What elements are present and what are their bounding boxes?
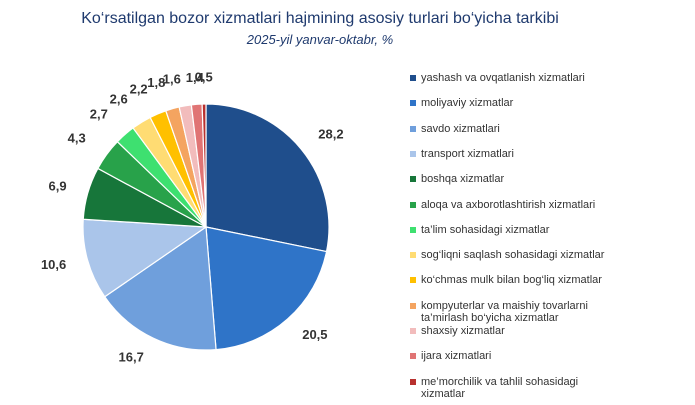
- legend-item: transport xizmatlari: [410, 148, 625, 160]
- legend-item: moliyaviy xizmatlar: [410, 97, 625, 109]
- legend-item: shaxsiy xizmatlar: [410, 325, 625, 337]
- data-label: 4,3: [68, 130, 86, 145]
- legend-swatch: [410, 100, 416, 107]
- data-label: 20,5: [302, 327, 327, 342]
- legend-swatch: [410, 125, 416, 132]
- chart-title: Ko‘rsatilgan bozor xizmatlari hajmining …: [81, 10, 559, 27]
- pie: 28,2 20,5 16,7 10,6 6,9 4,3 2,72,62,2 1,81,6 1,4…: [41, 69, 344, 364]
- legend-label: boshqa xizmatlar: [421, 173, 505, 186]
- pie-slice: [82, 218, 208, 298]
- data-label: 10,6: [41, 257, 66, 272]
- legend-swatch: [410, 302, 416, 309]
- legend-label: yashash va ovqatlanish xizmatlari: [421, 72, 585, 84]
- legend-label: shaxsiy xizmatlar: [421, 325, 505, 337]
- legend-swatch: [410, 150, 416, 157]
- legend-swatch: [410, 378, 416, 385]
- pie-slice: [205, 103, 330, 253]
- data-label: 1,6: [163, 72, 181, 87]
- legend-label: ta’lim sohasidagi xizmatlar: [421, 223, 550, 236]
- data-label: 2,7: [90, 106, 108, 121]
- data-label: 1,8: [147, 75, 165, 90]
- legend-label: aloqa va axborotlashtirish xizmatlari: [421, 198, 596, 211]
- pie-slice: [205, 226, 328, 351]
- legend-swatch: [410, 252, 416, 259]
- data-label: 28,2: [318, 127, 343, 142]
- legend-label: ijara xizmatlari: [421, 350, 492, 363]
- legend-item: ko‘chmas mulk bilan bog‘liq xizmatlar: [410, 274, 625, 286]
- legend-item: boshqa xizmatlar: [410, 173, 625, 185]
- legend-swatch: [410, 277, 416, 284]
- data-label: 0,5: [195, 69, 213, 84]
- data-label: 16,7: [119, 349, 144, 364]
- legend-swatch: [410, 226, 416, 233]
- legend-label: ko‘chmas mulk bilan bog‘liq xizmatlar: [421, 274, 602, 287]
- legend-item: ta’lim sohasidagi xizmatlar: [410, 224, 625, 236]
- legend-item: me’morchilik va tahlil sohasidagi xizmat…: [410, 376, 625, 400]
- legend-item: savdo xizmatlari: [410, 123, 625, 135]
- legend-item: yashash va ovqatlanish xizmatlari: [410, 72, 625, 84]
- legend-item: kompyuterlar va maishiy tovarlarni ta’mi…: [410, 300, 625, 324]
- legend-swatch: [410, 328, 416, 334]
- legend-swatch: [410, 75, 416, 81]
- chart-subtitle: 2025-yil yanvar-oktabr, %: [246, 32, 394, 47]
- pie-slice: [103, 225, 217, 351]
- legend-swatch: [410, 176, 416, 183]
- data-label: 6,9: [49, 178, 67, 193]
- legend-label: sog‘liqni saqlash sohasidagi xizmatlar: [421, 249, 605, 262]
- legend-item: ijara xizmatlari: [410, 350, 625, 362]
- legend-label: moliyaviy xizmatlar: [421, 97, 514, 110]
- legend-label: kompyuterlar va maishiy tovarlarni ta’mi…: [421, 299, 588, 324]
- data-label: 1,4: [186, 70, 205, 85]
- legend-label: transport xizmatlari: [421, 147, 514, 160]
- data-label: 2,6: [110, 92, 128, 107]
- legend-label: savdo xizmatlari: [421, 122, 500, 135]
- legend-item: aloqa va axborotlashtirish xizmatlari: [410, 199, 625, 211]
- legend-swatch: [410, 353, 416, 360]
- legend-item: sog‘liqni saqlash sohasidagi xizmatlar: [410, 249, 625, 261]
- data-label: 2,2: [130, 81, 148, 96]
- legend-label: me’morchilik va tahlil sohasidagi xizmat…: [421, 375, 579, 400]
- legend-swatch: [410, 201, 416, 208]
- pie-slice: [201, 103, 207, 228]
